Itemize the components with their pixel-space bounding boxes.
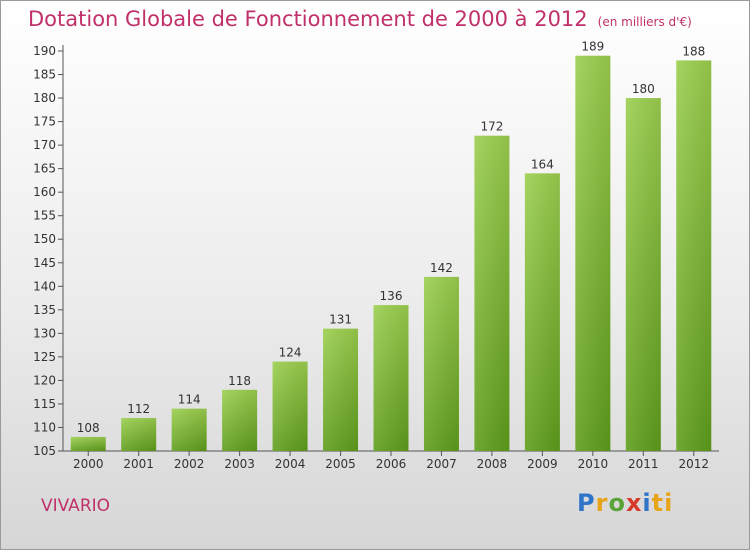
y-tick-label: 185 — [33, 68, 56, 82]
data-label: 142 — [430, 261, 453, 275]
y-tick-label: 155 — [33, 209, 56, 223]
bar-shade — [323, 328, 359, 451]
y-tick-label: 175 — [33, 115, 56, 129]
data-label: 118 — [228, 374, 251, 388]
x-tick-label: 2011 — [628, 457, 659, 471]
x-tick-label: 2008 — [477, 457, 508, 471]
axes: 105 110 115 120 125 130 135 140 145 150 155 160 165 1… — [33, 44, 719, 471]
y-tick-label: 135 — [33, 303, 56, 317]
data-label: 180 — [632, 82, 655, 96]
data-label: 131 — [329, 313, 352, 327]
y-tick-label: 190 — [33, 44, 56, 58]
bar-shade — [524, 173, 560, 451]
x-tick-label: 2002 — [174, 457, 205, 471]
bar-shade — [676, 60, 712, 451]
logo-letter: x — [625, 489, 643, 517]
bar-shade — [70, 436, 106, 451]
y-tick-label: 115 — [33, 397, 56, 411]
x-tick-label: 2000 — [73, 457, 104, 471]
x-tick-label: 2005 — [325, 457, 356, 471]
x-tick-label: 2009 — [527, 457, 558, 471]
y-tick-label: 165 — [33, 162, 56, 176]
x-tick-label: 2001 — [123, 457, 154, 471]
y-tick-label: 125 — [33, 350, 56, 364]
data-label: 189 — [581, 40, 604, 54]
data-label: 172 — [480, 120, 503, 134]
x-tick-label: 2010 — [578, 457, 609, 471]
data-label: 136 — [380, 289, 403, 303]
x-tick-label: 2012 — [678, 457, 709, 471]
y-tick-label: 145 — [33, 256, 56, 270]
data-label: 164 — [531, 157, 554, 171]
bar-shade — [272, 361, 308, 451]
y-tick-label: 105 — [33, 444, 56, 458]
proxiti-logo: Proxiti — [577, 489, 673, 517]
bar-shade — [575, 55, 611, 452]
bars: 108 112 114 118 124 131 136 142 172 164 189 180 188 — [70, 40, 712, 452]
y-tick-label: 120 — [33, 373, 56, 387]
x-tick-label: 2003 — [224, 457, 255, 471]
logo-letter: P — [577, 489, 596, 517]
x-tick-label: 2007 — [426, 457, 457, 471]
data-label: 188 — [682, 44, 705, 58]
bar-shade — [423, 276, 459, 451]
bar-shade — [121, 418, 157, 451]
chart-title: Dotation Globale de Fonctionnement de 20… — [28, 7, 692, 31]
data-label: 114 — [178, 393, 201, 407]
data-label: 108 — [77, 421, 100, 435]
chart-subtitle: (en milliers d'€) — [597, 15, 692, 29]
y-tick-label: 130 — [33, 326, 56, 340]
commune-name: VIVARIO — [41, 496, 111, 516]
y-tick-label: 110 — [33, 420, 56, 434]
x-tick-label: 2004 — [275, 457, 306, 471]
logo-letter: i — [642, 489, 652, 517]
y-tick-label: 160 — [33, 185, 56, 199]
y-tick-label: 180 — [33, 91, 56, 105]
data-label: 112 — [127, 402, 150, 416]
bar-shade — [222, 389, 258, 451]
y-tick-label: 170 — [33, 138, 56, 152]
chart-title-text: Dotation Globale de Fonctionnement de 20… — [28, 7, 588, 31]
bar-shade — [474, 135, 510, 452]
y-tick-label: 150 — [33, 232, 56, 246]
x-tick-label: 2006 — [376, 457, 407, 471]
bar-shade — [171, 408, 207, 451]
bar-shade — [625, 98, 661, 451]
logo-letter: r — [595, 489, 609, 517]
data-label: 124 — [279, 346, 302, 360]
bar-shade — [373, 305, 409, 451]
logo-letter: o — [608, 489, 626, 517]
logo-letter: ti — [651, 489, 674, 517]
y-tick-label: 140 — [33, 279, 56, 293]
